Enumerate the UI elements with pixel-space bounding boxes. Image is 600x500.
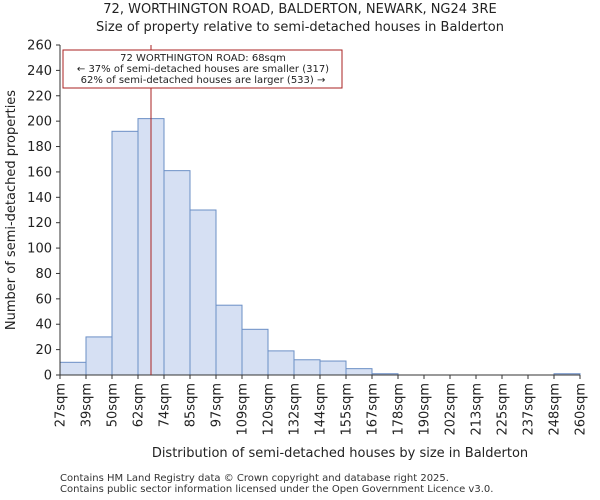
histogram-bar xyxy=(345,368,373,376)
x-tick-label: 237sqm xyxy=(522,383,537,436)
y-tick-label: 120 xyxy=(27,216,52,231)
histogram-bar xyxy=(85,336,113,376)
x-axis-label: Distribution of semi-detached houses by … xyxy=(152,446,528,461)
y-tick-label: 0 xyxy=(44,369,52,384)
x-tick-label: 178sqm xyxy=(392,383,407,436)
chart-subtitle: Size of property relative to semi-detach… xyxy=(96,20,504,35)
chart-title: 72, WORTHINGTON ROAD, BALDERTON, NEWARK,… xyxy=(103,2,497,17)
y-tick-label: 100 xyxy=(27,242,52,257)
y-tick-label: 40 xyxy=(35,318,52,333)
histogram-bar xyxy=(189,209,217,376)
x-tick-label: 132sqm xyxy=(288,383,303,436)
x-tick-label: 190sqm xyxy=(418,383,433,436)
histogram-bar xyxy=(215,304,243,376)
x-tick-label: 120sqm xyxy=(262,383,277,436)
footer-licence: Contains public sector information licen… xyxy=(60,484,494,495)
y-tick-label: 60 xyxy=(35,292,52,307)
histogram-bar xyxy=(241,328,269,376)
annotation-line: ← 37% of semi-detached houses are smalle… xyxy=(77,64,329,75)
x-tick-label: 144sqm xyxy=(314,383,329,436)
x-tick-label: 27sqm xyxy=(54,383,69,427)
x-tick-label: 85sqm xyxy=(184,383,199,427)
footer-copyright: Contains HM Land Registry data © Crown c… xyxy=(60,473,449,484)
y-tick-label: 200 xyxy=(27,115,52,130)
y-tick-label: 220 xyxy=(27,89,52,104)
histogram-bar xyxy=(59,361,87,376)
y-tick-label: 180 xyxy=(27,140,52,155)
histogram-bar xyxy=(319,360,347,376)
annotation-line: 72 WORTHINGTON ROAD: 68sqm xyxy=(120,53,286,64)
x-tick-label: 109sqm xyxy=(236,383,251,436)
x-tick-label: 155sqm xyxy=(340,383,355,436)
annotation-line: 62% of semi-detached houses are larger (… xyxy=(81,75,326,86)
y-tick-label: 80 xyxy=(35,267,52,282)
x-tick-label: 248sqm xyxy=(548,383,563,436)
x-tick-label: 260sqm xyxy=(574,383,589,436)
x-tick-label: 202sqm xyxy=(444,383,459,436)
histogram-bar xyxy=(111,130,139,376)
x-tick-label: 74sqm xyxy=(158,383,173,427)
x-tick-label: 225sqm xyxy=(496,383,511,436)
y-tick-label: 160 xyxy=(27,165,52,180)
annotation-box xyxy=(62,49,343,89)
x-tick-label: 62sqm xyxy=(132,383,147,427)
histogram-bar xyxy=(163,170,191,376)
x-tick-label: 39sqm xyxy=(80,383,95,427)
y-tick-label: 260 xyxy=(27,39,52,54)
x-tick-label: 50sqm xyxy=(106,383,121,427)
x-tick-label: 167sqm xyxy=(366,383,381,436)
histogram-bar xyxy=(267,350,295,376)
y-tick-label: 20 xyxy=(35,343,52,358)
y-axis-label: Number of semi-detached properties xyxy=(4,90,19,330)
histogram-bar xyxy=(293,359,321,376)
x-tick-label: 97sqm xyxy=(210,383,225,427)
y-tick-label: 140 xyxy=(27,191,52,206)
histogram-chart: 0 20 40 60 80 100 120 140 160 180 200 220 240 260 27sq… xyxy=(4,39,589,462)
y-tick-label: 240 xyxy=(27,64,52,79)
x-tick-label: 213sqm xyxy=(470,383,485,436)
